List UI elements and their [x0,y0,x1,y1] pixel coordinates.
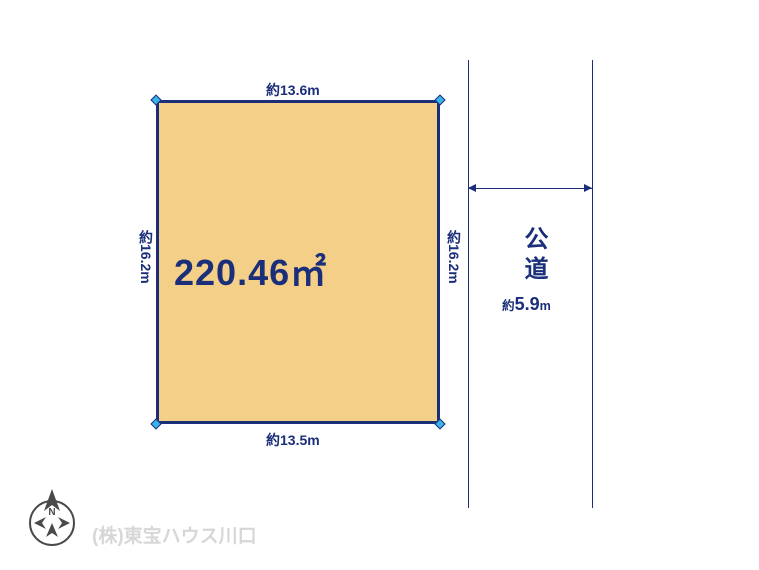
arrow-head-right [584,184,592,192]
dimension-right: 約16.2m [444,230,464,284]
area-number: 220.46 [174,252,290,293]
plot-area-value: 220.46㎡ [174,244,327,296]
arrow-head-left [468,184,476,192]
road-width-number: 5.9 [515,294,540,314]
dimension-top: 約13.6m [266,80,320,100]
road-boundary-right [592,60,593,508]
road-width-value: 約5.9m [502,294,551,315]
watermark-text: (株)東宝ハウス川口 [92,521,257,548]
road-width-span [468,188,592,189]
svg-text:N: N [48,507,55,518]
road-boundary-left [468,60,469,508]
area-unit: ㎡ [290,252,327,293]
dimension-left: 約16.2m [136,230,156,284]
road-width-prefix: 約 [502,299,515,313]
road-width-unit: m [540,299,551,313]
compass-icon: N [20,487,84,556]
dimension-bottom: 約13.5m [266,430,320,450]
road-label: 公道 [516,226,551,286]
diagram-canvas: 約13.6m 約13.5m 約16.2m 約16.2m 220.46㎡ 公道 約… [0,0,759,570]
